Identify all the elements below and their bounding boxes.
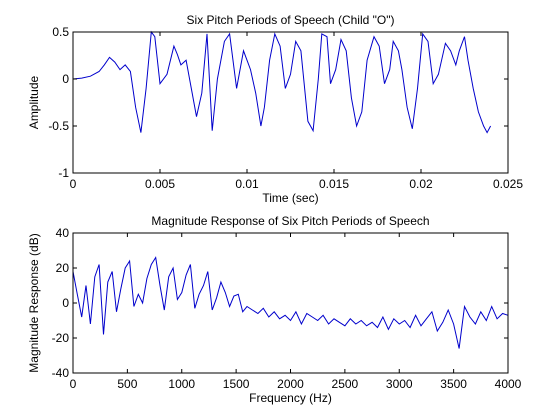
x-tick-label: 0.005 [145, 177, 175, 191]
y-axis-label: Magnitude Response (dB) [27, 233, 41, 372]
chart-title: Magnitude Response of Six Pitch Periods … [151, 214, 429, 228]
x-tick-label: 0.025 [493, 177, 523, 191]
x-tick-label: 0.015 [319, 177, 349, 191]
y-tick-label: 40 [56, 226, 70, 240]
x-axis-label: Frequency (Hz) [249, 391, 332, 405]
x-tick-label: 2000 [277, 377, 304, 391]
x-tick-label: 0.01 [235, 177, 259, 191]
time-domain-plot: 0 0.005 0.01 0.015 0.02 0.025 -1 -0.5 0 0.5 Six Pi… [27, 13, 523, 205]
y-tick-label: -20 [52, 331, 70, 345]
y-tick-label: 0 [62, 72, 69, 86]
x-tick-label: 1000 [168, 377, 195, 391]
y-tick-label: -0.5 [48, 119, 69, 133]
x-tick-label: 1500 [223, 377, 250, 391]
magnitude-response-plot: 0 500 1000 1500 2000 2500 3000 3500 4000 -40 -20 0 2… [27, 214, 522, 405]
x-axis-label: Time (sec) [262, 191, 318, 205]
x-tick-label: 2500 [332, 377, 359, 391]
y-tick-label: 0.5 [52, 25, 69, 39]
y-tick-label: 20 [56, 261, 70, 275]
x-tick-label: 0.02 [409, 177, 433, 191]
x-tick-label: 3500 [440, 377, 467, 391]
x-tick-label: 3000 [386, 377, 413, 391]
x-tick-label: 0 [70, 177, 77, 191]
series-line [72, 30, 492, 134]
x-tick-label: 0 [70, 377, 77, 391]
chart-title: Six Pitch Periods of Speech (Child "O") [187, 13, 395, 27]
y-axis-label: Amplitude [27, 76, 41, 130]
y-tick-label: -40 [52, 366, 70, 380]
x-tick-label: 4000 [495, 377, 522, 391]
y-tick-label: 0 [62, 296, 69, 310]
axes-box [72, 232, 509, 374]
axes-box [72, 31, 509, 174]
x-tick-label: 500 [117, 377, 137, 391]
y-tick-label: -1 [58, 166, 69, 180]
series-line [72, 256, 509, 349]
